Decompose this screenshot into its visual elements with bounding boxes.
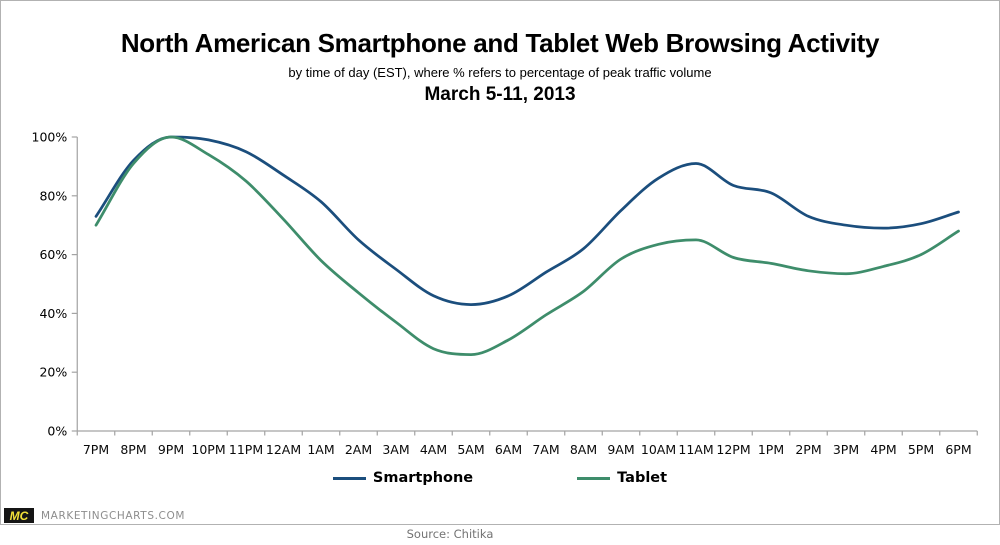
x-tick-label: 2AM [345, 442, 372, 457]
y-tick-label: 80% [39, 188, 67, 203]
y-tick-label: 60% [39, 247, 67, 262]
x-tick-label: 11PM [229, 442, 263, 457]
smartphone-line-swatch [332, 476, 366, 480]
x-tick-label: 6AM [495, 442, 522, 457]
x-tick-label: 9PM [158, 442, 184, 457]
y-tick-label: 0% [47, 424, 67, 439]
legend-label-smartphone: Smartphone [372, 470, 474, 486]
legend-item-smartphone: Smartphone [332, 470, 474, 486]
y-tick-label: 20% [39, 365, 67, 380]
line-chart-plot-area: 0% 20% 40% 60% 80% 100% 7PM 8PM 9PM 10PM 11PM 12AM 1… [32, 130, 978, 457]
x-tick-label: 3PM [833, 442, 859, 457]
chart-legend: Smartphone Tablet [1, 470, 999, 486]
x-tick-label: 4AM [420, 442, 447, 457]
x-tick-label: 8PM [120, 442, 146, 457]
x-tick-label: 10AM [641, 442, 676, 457]
chart-date-range: March 5-11, 2013 [424, 84, 576, 105]
x-tick-label: 1AM [307, 442, 334, 457]
x-tick-label: 6PM [945, 442, 971, 457]
y-tick-label: 100% [32, 130, 68, 145]
y-tick-label: 40% [39, 306, 67, 321]
x-tick-label: 9AM [607, 442, 634, 457]
tablet-line [94, 135, 960, 356]
chart-subtitle: by time of day (EST), where % refers to … [288, 65, 712, 80]
branding-bar: MC MARKETINGCHARTS.COM [4, 508, 185, 523]
tablet-line-swatch [577, 476, 611, 480]
x-tick-label: 7AM [532, 442, 559, 457]
chart-title: North American Smartphone and Tablet Web… [120, 28, 880, 58]
x-tick-label: 2PM [795, 442, 821, 457]
x-tick-label: 5PM [908, 442, 934, 457]
legend-item-tablet: Tablet [577, 470, 667, 486]
x-tick-label: 4PM [870, 442, 896, 457]
x-tick-label: 3AM [382, 442, 409, 457]
legend-label-tablet: Tablet [617, 470, 668, 486]
x-tick-label: 12AM [266, 442, 301, 457]
marketingcharts-site-label: MARKETINGCHARTS.COM [41, 509, 185, 522]
source-note: Source: Chitika [406, 527, 494, 541]
marketingcharts-logo: MC [4, 508, 34, 523]
x-tick-label: 7PM [83, 442, 109, 457]
x-tick-label: 5AM [457, 442, 484, 457]
x-tick-label: 8AM [570, 442, 597, 457]
x-tick-label: 1PM [758, 442, 784, 457]
smartphone-line [94, 135, 960, 306]
x-tick-label: 10PM [191, 442, 225, 457]
chart-frame: North American Smartphone and Tablet Web… [0, 0, 1000, 525]
x-tick-label: 11AM [678, 442, 713, 457]
x-tick-label: 12PM [716, 442, 750, 457]
